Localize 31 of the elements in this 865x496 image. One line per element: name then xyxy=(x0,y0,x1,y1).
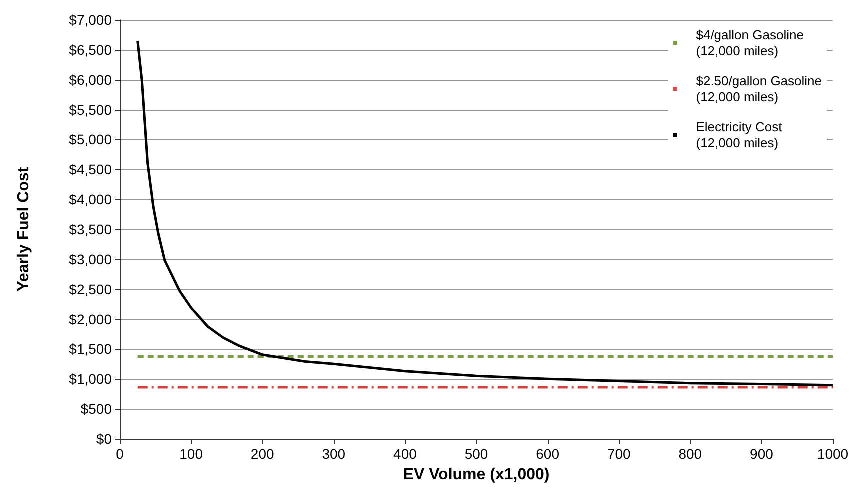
y-tick-label: $2,500 xyxy=(69,281,112,298)
x-tick-label: 500 xyxy=(464,446,488,462)
y-tick-label: $2,000 xyxy=(69,311,112,328)
y-tick-label: $4,000 xyxy=(69,192,112,208)
y-tick-label: $0 xyxy=(96,431,112,447)
y-tick-label: $1,500 xyxy=(69,341,112,358)
x-tick-label: 300 xyxy=(322,446,346,462)
legend-label: $2.50/gallon Gasoline (12,000 miles) xyxy=(696,74,822,104)
x-tick-label: 200 xyxy=(250,446,274,462)
x-tick-label: 600 xyxy=(536,446,560,462)
y-tick-label: $4,500 xyxy=(69,162,112,178)
y-tick-label: $6,000 xyxy=(69,72,112,88)
x-tick-label: 100 xyxy=(180,446,204,462)
x-tick-label: 800 xyxy=(678,446,702,462)
x-axis-title: EV Volume (x1,000) xyxy=(403,466,550,484)
legend-label: $4/gallon Gasoline (12,000 miles) xyxy=(696,28,804,58)
y-tick-label: $1,000 xyxy=(69,371,112,388)
y-tick-label: $5,500 xyxy=(69,102,112,118)
x-tick-label: 0 xyxy=(116,446,124,462)
y-tick-label: $5,000 xyxy=(69,132,112,148)
y-tick-label: $6,500 xyxy=(69,42,112,58)
y-tick-label: $3,500 xyxy=(69,222,112,238)
y-tick-label: $3,000 xyxy=(69,251,112,268)
x-tick-label: 400 xyxy=(394,446,418,462)
x-tick-label: 700 xyxy=(607,446,631,462)
x-tick-label: 900 xyxy=(750,446,774,462)
x-tick-label: 1000 xyxy=(817,446,849,462)
y-axis-title: Yearly Fuel Cost xyxy=(16,166,32,292)
legend-label: Electricity Cost (12,000 miles) xyxy=(696,120,783,150)
y-tick-label: $500 xyxy=(80,401,112,418)
y-tick-label: $7,000 xyxy=(69,12,112,28)
